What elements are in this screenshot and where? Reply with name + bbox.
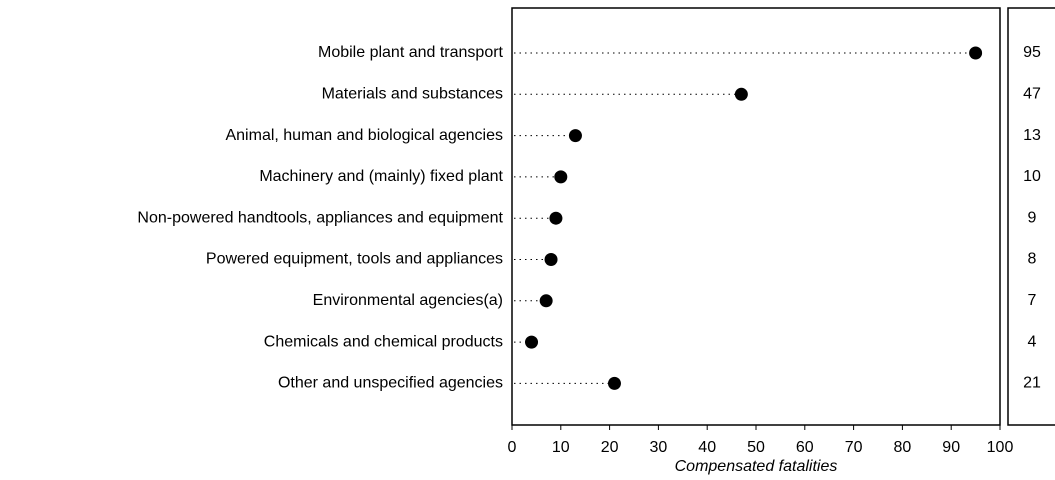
x-tick-label: 10 bbox=[552, 439, 570, 456]
value-label: 7 bbox=[1028, 292, 1037, 309]
category-label: Chemicals and chemical products bbox=[264, 333, 503, 350]
dot bbox=[539, 294, 553, 308]
dot bbox=[525, 335, 539, 349]
dot bbox=[969, 46, 983, 60]
dot bbox=[549, 211, 563, 225]
dot bbox=[554, 170, 568, 184]
category-label: Materials and substances bbox=[322, 86, 503, 103]
x-tick-label: 80 bbox=[894, 439, 912, 456]
dot bbox=[607, 376, 621, 390]
x-tick-label: 90 bbox=[942, 439, 960, 456]
x-tick-label: 40 bbox=[698, 439, 716, 456]
x-tick-label: 0 bbox=[508, 439, 517, 456]
plot-frame bbox=[511, 7, 1001, 426]
x-axis-label: Compensated fatalities bbox=[675, 458, 838, 475]
value-label: 10 bbox=[1023, 168, 1041, 185]
category-label: Other and unspecified agencies bbox=[278, 375, 503, 392]
x-tick-label: 30 bbox=[650, 439, 668, 456]
category-label: Environmental agencies(a) bbox=[313, 292, 503, 309]
x-tick-label: 100 bbox=[987, 439, 1014, 456]
value-label: 47 bbox=[1023, 86, 1041, 103]
value-label: 9 bbox=[1028, 209, 1037, 226]
category-label: Machinery and (mainly) fixed plant bbox=[259, 168, 503, 185]
category-label: Mobile plant and transport bbox=[318, 44, 504, 61]
x-tick-label: 50 bbox=[747, 439, 765, 456]
dot bbox=[544, 253, 558, 266]
value-label: 21 bbox=[1023, 375, 1041, 392]
category-label: Powered equipment, tools and appliances bbox=[206, 251, 503, 268]
dot bbox=[568, 129, 582, 143]
value-label: 13 bbox=[1023, 127, 1041, 144]
dot bbox=[734, 87, 748, 101]
x-tick-label: 60 bbox=[796, 439, 814, 456]
value-label: 4 bbox=[1028, 333, 1037, 350]
value-label: 8 bbox=[1028, 251, 1037, 268]
category-label: Non-powered handtools, appliances and eq… bbox=[137, 209, 503, 226]
value-label: 95 bbox=[1023, 44, 1041, 61]
x-tick-label: 20 bbox=[601, 439, 619, 456]
x-tick-label: 70 bbox=[845, 439, 863, 456]
category-label: Animal, human and biological agencies bbox=[225, 127, 503, 144]
value-box bbox=[1007, 7, 1055, 426]
